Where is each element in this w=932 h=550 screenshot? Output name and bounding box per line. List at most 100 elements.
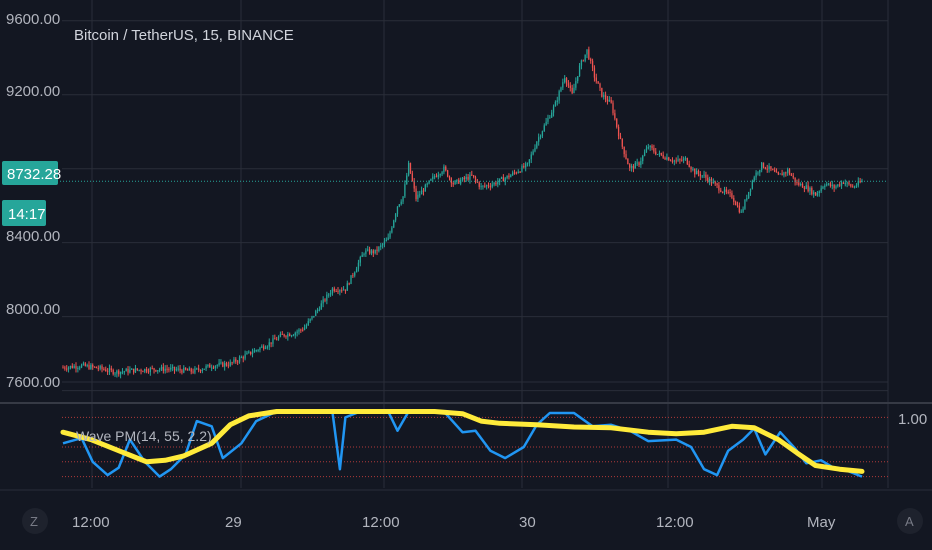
candle-body	[316, 309, 319, 312]
candle-body	[528, 159, 531, 163]
candle-body	[681, 159, 683, 161]
auto-scale-button-left[interactable]: Z	[22, 508, 48, 534]
candle-body	[630, 166, 633, 168]
candle-body	[474, 177, 477, 181]
candle-body	[207, 364, 209, 367]
candle-body	[720, 190, 722, 192]
candle-body	[801, 183, 804, 188]
candle-body	[487, 185, 490, 187]
auto-button-bg[interactable]	[897, 508, 923, 534]
candle-body	[248, 351, 250, 353]
candle-body	[734, 201, 737, 206]
candle-body	[684, 158, 687, 160]
candle-body	[387, 237, 389, 240]
candle-body	[731, 193, 733, 199]
candle-body	[593, 67, 596, 78]
candle-body	[723, 189, 726, 193]
candle-body	[166, 368, 168, 370]
candle-body	[486, 185, 488, 187]
candle-body	[623, 146, 625, 155]
candle-body	[127, 368, 129, 373]
candle-body	[428, 180, 430, 184]
candle-body	[590, 59, 592, 61]
candle-body	[536, 141, 538, 148]
candle-body	[857, 181, 859, 186]
candle-body	[179, 368, 181, 371]
candle-body	[573, 87, 575, 94]
candle-body	[289, 334, 291, 337]
candle-body	[800, 183, 802, 185]
candle-body	[138, 369, 140, 371]
candle-body	[839, 184, 841, 186]
candle-body	[417, 194, 419, 200]
candle-body	[824, 185, 826, 188]
candle-body	[99, 366, 101, 369]
candle-body	[807, 185, 809, 192]
candle-body	[837, 184, 839, 187]
candle-body	[398, 204, 400, 207]
time-tick-label: 12:00	[72, 514, 110, 531]
candle-body	[92, 365, 94, 367]
candle-body	[67, 367, 70, 370]
candle-body	[168, 369, 170, 371]
candle-body	[419, 194, 421, 196]
candle-body	[459, 180, 462, 184]
candle-body	[827, 183, 830, 185]
candle-body	[814, 192, 817, 196]
candle-body	[445, 166, 447, 171]
candle-body	[389, 232, 391, 238]
candle-body	[850, 184, 852, 187]
price-grid	[62, 0, 889, 488]
candle-body	[554, 102, 557, 107]
candle-body	[311, 316, 313, 319]
candle-body	[378, 246, 380, 252]
candle-body	[619, 136, 622, 139]
candle-body	[302, 329, 304, 331]
candle-body	[344, 289, 347, 291]
auto-button-label[interactable]: A	[905, 514, 914, 529]
candle-body	[363, 253, 365, 255]
candle-body	[404, 184, 406, 197]
candle-body	[114, 373, 116, 375]
time-tick-label: 12:00	[362, 514, 400, 531]
candle-body	[497, 181, 499, 185]
candle-body	[224, 363, 226, 367]
candle-body	[692, 168, 694, 170]
candle-body	[740, 211, 742, 213]
candle-body	[270, 342, 272, 344]
candle-body	[699, 174, 701, 177]
candle-body	[244, 354, 246, 359]
candle-body	[796, 182, 798, 184]
candle-body	[577, 76, 579, 82]
candle-body	[380, 245, 382, 247]
candle-body	[145, 368, 148, 372]
candle-body	[426, 183, 428, 185]
candle-body	[251, 352, 254, 355]
candle-body	[809, 187, 811, 192]
candle-body	[656, 154, 659, 156]
candle-body	[599, 83, 601, 88]
candle-body	[556, 100, 558, 103]
candle-body	[246, 352, 248, 355]
candle-body	[534, 147, 536, 152]
candle-body	[787, 169, 789, 173]
candle-body	[636, 162, 638, 164]
candle-body	[339, 290, 341, 292]
candle-body	[164, 368, 166, 371]
indicator-scale-label: 1.00	[898, 411, 927, 428]
candle-body	[175, 369, 177, 371]
candle-body	[567, 83, 570, 86]
auto-scale-button-right[interactable]: A	[897, 508, 923, 534]
candle-body	[543, 125, 545, 132]
candle-body	[502, 177, 505, 182]
candle-body	[276, 339, 278, 341]
candle-body	[634, 162, 636, 169]
zoom-button-label[interactable]: Z	[30, 514, 38, 529]
zoom-button-bg[interactable]	[22, 508, 48, 534]
candle-body	[97, 368, 99, 370]
candle-body	[610, 99, 612, 103]
candle-body	[625, 154, 627, 159]
candle-body	[402, 196, 404, 202]
candle-body	[75, 366, 77, 369]
candle-body	[565, 78, 568, 84]
